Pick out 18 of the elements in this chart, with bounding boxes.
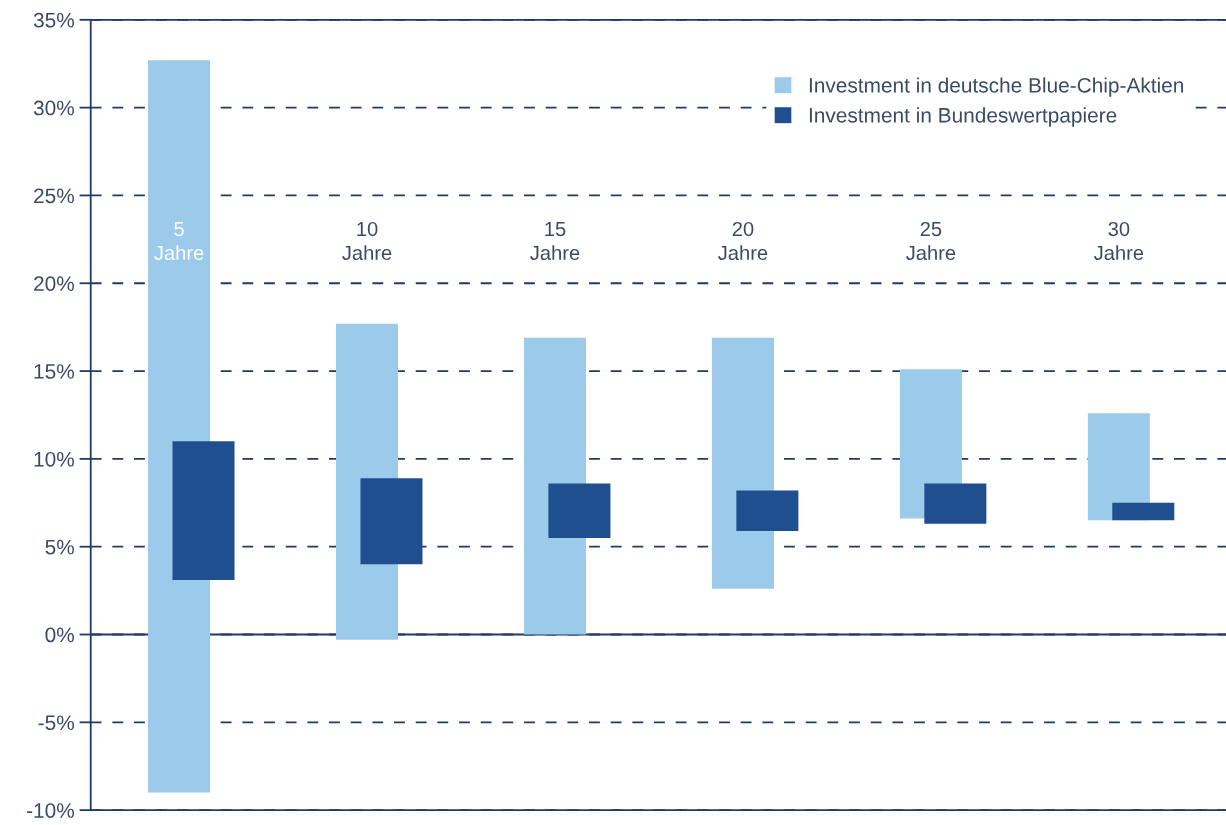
y-tick-label: 5%: [45, 539, 75, 555]
y-tick-label: 0%: [45, 627, 75, 643]
y-tick-label: 35%: [33, 12, 75, 28]
x-tick-label: 20 Jahre: [718, 221, 768, 261]
y-tick-label: 25%: [34, 188, 75, 204]
y-tick-label: 10%: [34, 451, 75, 467]
legend-label: Investment in deutsche Blue-Chip-Aktien: [809, 77, 1183, 97]
x-tick-label: 5 Jahre: [154, 222, 204, 261]
x-tick-label: 30 Jahre: [1093, 221, 1144, 261]
y-tick-label: -10%: [27, 803, 75, 818]
x-tick-label: 25 Jahre: [906, 221, 956, 261]
y-tick-label: 20%: [34, 276, 75, 291]
x-tick-label: 10 Jahre: [342, 221, 392, 261]
y-tick-label: 15%: [34, 364, 75, 379]
y-tick-label: 30%: [33, 100, 75, 116]
x-tick-label: 15 Jahre: [530, 222, 580, 261]
y-tick-label: -5%: [38, 715, 75, 731]
legend-label: Investment in Bundeswertpapiere: [809, 107, 1117, 127]
